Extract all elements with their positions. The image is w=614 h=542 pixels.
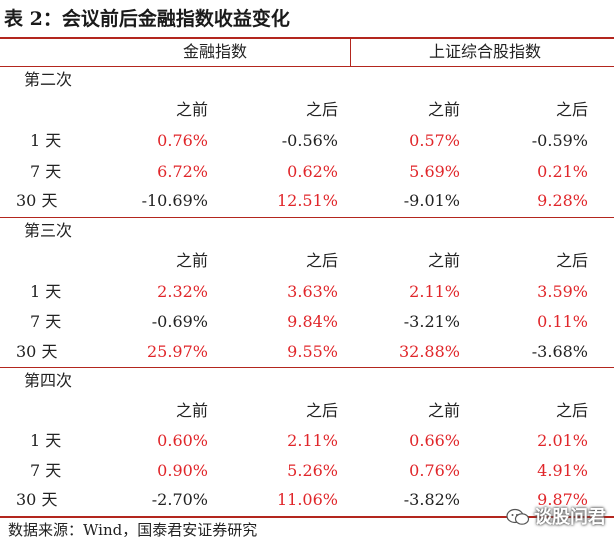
table-cell: -10.69% (141, 191, 208, 210)
section-rule (0, 217, 614, 218)
table-title: 表 2：会议前后金融指数收益变化 (4, 8, 290, 30)
header-shanghai-composite: 上证综合股指数 (428, 42, 541, 61)
table-row: 1 天 0.60% 2.11% 0.66% 2.01% (0, 426, 614, 456)
table-cell: -3.68% (531, 342, 588, 361)
row-label: 7 天 (30, 162, 62, 181)
sub-header: 之前 (427, 401, 460, 420)
section-title: 第三次 (24, 221, 73, 240)
table-row: 7 天 -0.69% 9.84% -3.21% 0.11% (0, 307, 614, 337)
table-cell: 2.11% (409, 282, 460, 301)
header-divider (350, 38, 351, 66)
table-cell: 0.60% (157, 431, 208, 450)
table-cell: 3.59% (537, 282, 588, 301)
sub-header: 之后 (305, 100, 338, 119)
table-cell: 0.11% (537, 312, 588, 331)
section-rule (0, 367, 614, 368)
table-cell: 0.76% (157, 131, 208, 150)
section-title: 第二次 (24, 70, 73, 89)
table-cell: 9.28% (537, 191, 588, 210)
row-label: 30 天 (16, 342, 58, 361)
header-rule (0, 66, 614, 67)
row-label: 1 天 (30, 431, 62, 450)
sub-header: 之前 (427, 251, 460, 270)
table-cell: -9.01% (403, 191, 460, 210)
table-row: 7 天 0.90% 5.26% 0.76% 4.91% (0, 456, 614, 486)
table-cell: 0.90% (157, 461, 208, 480)
table-cell: 2.32% (157, 282, 208, 301)
sub-header: 之后 (555, 251, 588, 270)
row-label: 7 天 (30, 312, 62, 331)
table-cell: 0.76% (409, 461, 460, 480)
table-cell: 3.63% (287, 282, 338, 301)
sub-header: 之前 (175, 100, 208, 119)
sub-header: 之前 (427, 100, 460, 119)
sub-header: 之后 (555, 401, 588, 420)
section-title: 第四次 (24, 371, 73, 390)
table-row: 30 天 25.97% 9.55% 32.88% -3.68% (0, 337, 614, 367)
table-cell: 25.97% (146, 342, 208, 361)
table-cell: 32.88% (398, 342, 460, 361)
table-cell: -2.70% (151, 490, 208, 509)
sub-header: 之后 (555, 100, 588, 119)
table-cell: 2.11% (287, 431, 338, 450)
table-cell: 9.87% (537, 490, 588, 509)
table-row: 1 天 2.32% 3.63% 2.11% 3.59% (0, 277, 614, 307)
table-cell: 11.06% (276, 490, 338, 509)
table-row: 7 天 6.72% 0.62% 5.69% 0.21% (0, 157, 614, 187)
header-financial-index: 金融指数 (182, 42, 247, 61)
row-label: 1 天 (30, 131, 62, 150)
table-cell: 0.21% (537, 162, 588, 181)
table-row: 30 天 -2.70% 11.06% -3.82% 9.87% (0, 485, 614, 515)
table-cell: 2.01% (537, 431, 588, 450)
table-cell: 0.62% (287, 162, 338, 181)
sub-header-row: 之前 之后 之前 之后 (0, 95, 614, 125)
table-cell: -3.82% (403, 490, 460, 509)
table-cell: -0.56% (281, 131, 338, 150)
table-cell: -3.21% (403, 312, 460, 331)
sub-header-row: 之前 之后 之前 之后 (0, 246, 614, 276)
row-label: 30 天 (16, 490, 58, 509)
sub-header: 之前 (175, 401, 208, 420)
table-cell: 6.72% (157, 162, 208, 181)
table-cell: 0.57% (409, 131, 460, 150)
table-row: 1 天 0.76% -0.56% 0.57% -0.59% (0, 126, 614, 156)
wechat-icon (506, 506, 530, 525)
table-cell: 5.69% (409, 162, 460, 181)
table-cell: -0.59% (531, 131, 588, 150)
watermark-text: 谈股问君 (534, 507, 606, 528)
sub-header-row: 之前 之后 之前 之后 (0, 396, 614, 426)
table-cell: 4.91% (537, 461, 588, 480)
sub-header: 之前 (175, 251, 208, 270)
sub-header: 之后 (305, 251, 338, 270)
row-label: 30 天 (16, 191, 58, 210)
row-label: 1 天 (30, 282, 62, 301)
top-rule (0, 37, 614, 39)
table-row: 30 天 -10.69% 12.51% -9.01% 9.28% (0, 186, 614, 216)
table-cell: 9.55% (287, 342, 338, 361)
table-cell: 0.66% (409, 431, 460, 450)
table-cell: 12.51% (276, 191, 338, 210)
watermark: 谈股问君 (506, 503, 606, 533)
table-cell: 9.84% (287, 312, 338, 331)
table-cell: 5.26% (287, 461, 338, 480)
table-cell: -0.69% (151, 312, 208, 331)
bottom-rule (0, 516, 614, 518)
data-source: 数据来源：Wind，国泰君安证券研究 (8, 521, 258, 539)
sub-header: 之后 (305, 401, 338, 420)
row-label: 7 天 (30, 461, 62, 480)
